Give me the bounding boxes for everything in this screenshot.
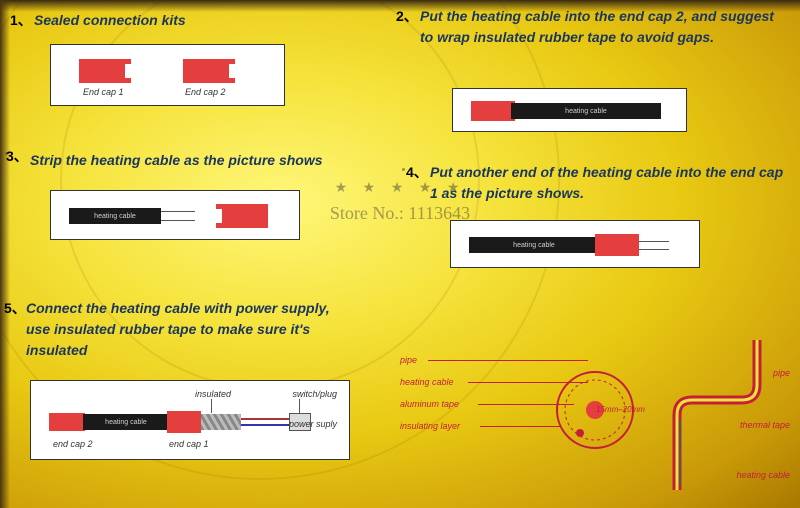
cross-section-diagram: pipe heating cable aluminum tape insulat…	[400, 345, 650, 495]
step-text: Put another end of the heating cable int…	[430, 162, 790, 204]
cable-shape: heating cable	[83, 414, 169, 430]
xs-dims: 15mm–20mm	[596, 405, 645, 414]
xs-ins: insulating layer	[400, 421, 460, 431]
sp-pipe: pipe	[773, 368, 790, 378]
lbl-switch: switch/plug	[292, 389, 337, 399]
step-number: 2、	[396, 6, 418, 26]
endcap1-shape	[167, 411, 201, 433]
cable-shape: heating cable	[469, 237, 599, 253]
star-icon: ★	[363, 181, 382, 196]
step2-text: Put the heating cable into the end cap 2…	[420, 6, 780, 48]
bullet-dot	[5, 152, 8, 155]
step1-text: Sealed connection kits	[34, 10, 314, 31]
sp-hc: heating cable	[720, 470, 790, 480]
step4-text: Put another end of the heating cable int…	[430, 162, 790, 204]
step-number: 3、	[6, 146, 28, 166]
cable-label: heating cable	[513, 242, 555, 249]
step-number: 1、	[10, 10, 32, 30]
step-number: 4、	[406, 162, 428, 182]
step-text: Put the heating cable into the end cap 2…	[420, 6, 780, 48]
insulated-wrap	[201, 414, 241, 430]
endcap-shape	[471, 101, 515, 121]
step-text: Connect the heating cable with power sup…	[26, 298, 356, 361]
step-number: 5、	[4, 298, 26, 318]
step1-illustration: End cap 1 End cap 2	[50, 44, 285, 106]
lbl-power: power suply	[289, 419, 337, 429]
endcap-shape	[595, 234, 639, 256]
side-pipe-diagram: pipe thermal tape heating cable	[662, 330, 792, 500]
step4-illustration: heating cable	[450, 220, 700, 268]
cable-label: heating cable	[565, 108, 607, 115]
cable-shape: heating cable	[511, 103, 661, 119]
step-text: Strip the heating cable as the picture s…	[30, 150, 360, 171]
endcap2-shape	[183, 59, 235, 83]
xs-pipe: pipe	[400, 355, 417, 365]
step5-illustration: heating cable insulated switch/plug powe…	[30, 380, 350, 460]
star-icon: ★	[391, 181, 410, 196]
step3-illustration: heating cable	[50, 190, 300, 240]
xs-al: aluminum tape	[400, 399, 459, 409]
xs-hc: heating cable	[400, 377, 454, 387]
lbl-insulated: insulated	[195, 389, 231, 399]
bullet-dot	[402, 168, 405, 171]
endcap2-label: End cap 2	[185, 87, 226, 97]
sp-tape: thermal tape	[720, 420, 790, 430]
endcap1-label: End cap 1	[83, 87, 124, 97]
step-text: Sealed connection kits	[34, 10, 314, 31]
cable-label: heating cable	[94, 213, 136, 220]
step5-text: Connect the heating cable with power sup…	[26, 298, 356, 361]
cable-shape: heating cable	[69, 208, 161, 224]
step2-illustration: heating cable	[452, 88, 687, 132]
lbl-ec2: end cap 2	[53, 439, 93, 449]
edge-shadow	[0, 0, 10, 508]
endcap2-shape	[49, 413, 85, 431]
star-icon: ★	[335, 181, 354, 196]
endcap-shape	[216, 204, 268, 228]
lbl-ec1: end cap 1	[169, 439, 209, 449]
endcap1-shape	[79, 59, 131, 83]
cable-label: heating cable	[105, 419, 147, 426]
step3-text: Strip the heating cable as the picture s…	[30, 150, 360, 171]
